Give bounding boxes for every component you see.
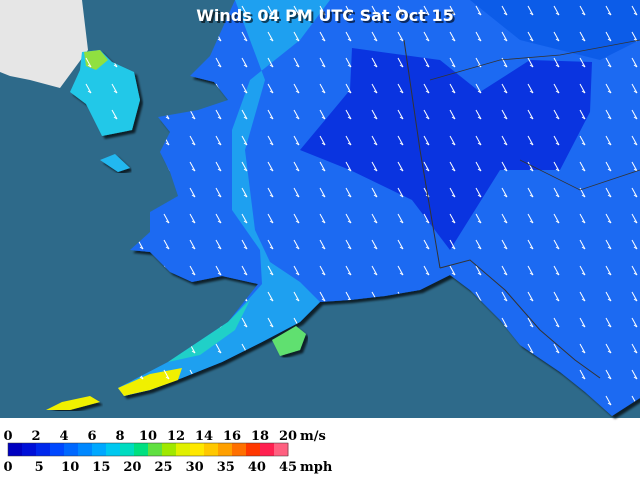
ms-label: 12: [167, 429, 185, 444]
color-bar-segment: [218, 443, 233, 456]
mph-label: 10: [61, 460, 79, 475]
mph-label: 5: [35, 460, 44, 475]
color-bar-segment: [64, 443, 79, 456]
wind-arrows-chukotka: [70, 50, 140, 136]
ms-label: 2: [31, 429, 40, 444]
color-bar-segment: [22, 443, 37, 456]
color-bar-segment: [78, 443, 93, 456]
color-bar-segment: [274, 443, 289, 456]
color-bar-segment: [106, 443, 121, 456]
russia-land: [0, 0, 88, 88]
ms-label: 14: [195, 429, 213, 444]
mph-label: 25: [155, 460, 173, 475]
color-bar-segment: [120, 443, 135, 456]
color-bar-segment: [232, 443, 247, 456]
territory-border: [429, 39, 640, 81]
ms-label: 10: [139, 429, 157, 444]
mph-label: 45: [279, 460, 297, 475]
ms-label: 6: [87, 429, 96, 444]
ms-label: 16: [223, 429, 241, 444]
color-bar-frame: [7, 442, 289, 457]
mph-unit: mph: [300, 460, 333, 475]
color-bar-segment: [162, 443, 177, 456]
color-bar-segment: [134, 443, 149, 456]
us-canada-border: [403, 39, 441, 269]
color-bar-segment: [260, 443, 275, 456]
color-bar-segment: [8, 443, 23, 456]
kodiak-island: [272, 326, 306, 356]
color-legend: 0 2 4 6 8 10 12 14 16 18 20 0 5 10 15 20 25 30 35 40 45: [3, 429, 297, 475]
mph-label: 15: [92, 460, 110, 475]
ms-label: 0: [3, 429, 12, 444]
color-bar-segment: [92, 443, 107, 456]
title-shadow: Winds 04 PM UTC Sat Oct 15: [198, 8, 455, 27]
color-bar-segment: [190, 443, 205, 456]
ms-label: 18: [251, 429, 269, 444]
mph-label: 40: [248, 460, 266, 475]
color-bar-segment: [176, 443, 191, 456]
mph-label: 35: [217, 460, 235, 475]
mph-label: 20: [123, 460, 141, 475]
province-border: [519, 159, 640, 191]
color-bar-segment: [246, 443, 261, 456]
ms-label: 4: [59, 429, 68, 444]
color-bar-segment: [148, 443, 163, 456]
map-title: Winds 04 PM UTC Sat Oct 15: [196, 6, 453, 25]
ms-label: 20: [279, 429, 297, 444]
color-bar-segment: [50, 443, 65, 456]
mph-label: 0: [3, 460, 12, 475]
ms-unit: m/s: [300, 429, 326, 444]
aleutian-west: [46, 396, 100, 410]
ms-label: 8: [115, 429, 124, 444]
wind-arrows: [118, 0, 640, 416]
color-bar-segment: [36, 443, 51, 456]
bc-border: [439, 259, 601, 379]
color-bar-segment: [204, 443, 219, 456]
st-lawrence-island: [100, 154, 130, 172]
mph-label: 30: [186, 460, 204, 475]
